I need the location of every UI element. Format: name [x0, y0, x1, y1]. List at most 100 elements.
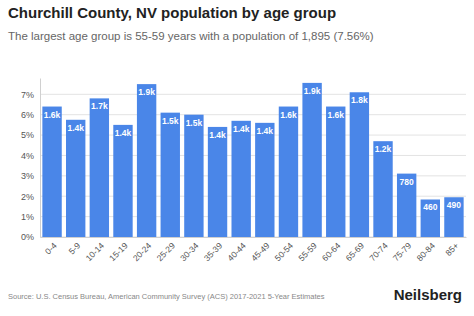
y-tick-label: 4%: [21, 151, 34, 161]
y-axis: 0% 1% 2% 3% 4% 5% 6% 7%: [21, 79, 41, 243]
grid: [40, 94, 466, 237]
x-tick: 50-54: [273, 237, 296, 263]
y-tick-label: 0%: [21, 232, 34, 242]
data-label: 1.5k: [162, 116, 179, 126]
bar: [66, 120, 85, 237]
x-tick-label: 30-34: [178, 240, 201, 263]
x-tick-label: 45-49: [249, 240, 272, 263]
y-axis-line: [40, 79, 41, 238]
x-tick: 35-39: [202, 237, 225, 263]
y-tick: 4%: [21, 151, 40, 161]
x-tick-label: 20-24: [131, 240, 154, 263]
bar: [184, 115, 203, 237]
x-tick: 55-59: [296, 237, 319, 263]
y-tick: 0%: [21, 232, 40, 242]
bar: [279, 107, 298, 237]
y-tick-label: 1%: [21, 212, 34, 222]
y-tick-label: 3%: [21, 171, 34, 181]
x-tick: 85+: [443, 237, 460, 258]
x-tick-label: 80-84: [415, 240, 438, 263]
y-tick-label: 5%: [21, 130, 34, 140]
bar: [90, 98, 109, 237]
data-label: 1.4k: [115, 128, 132, 138]
chart: Churchill County, NV population by age g…: [0, 0, 474, 316]
y-tick: 3%: [21, 171, 40, 181]
data-label: 1.9k: [138, 87, 155, 97]
x-tick-label: 10-14: [84, 240, 107, 263]
x-axis-line: [41, 237, 467, 238]
x-tick: 75-79: [391, 237, 414, 263]
data-label: 1.6k: [44, 110, 61, 120]
data-label: 1.6k: [327, 110, 344, 120]
data-label: 1.4k: [257, 126, 274, 136]
bar: [231, 121, 250, 237]
x-tick-label: 75-79: [391, 240, 414, 263]
data-label: 1.7k: [91, 101, 108, 111]
plot: 0% 1% 2% 3% 4% 5% 6% 7% 1.6k 1.4k 1.7k 1.4k 1.9k 1.5k…: [21, 79, 467, 264]
y-tick-label: 7%: [21, 90, 34, 100]
bar: [444, 197, 463, 237]
bars: [42, 83, 463, 237]
y-tick: 7%: [21, 90, 40, 100]
data-label: 780: [400, 177, 414, 187]
x-tick: 45-49: [249, 237, 272, 263]
y-tick: 2%: [21, 192, 40, 202]
data-label: 490: [447, 200, 461, 210]
bar: [42, 107, 61, 237]
bar: [113, 125, 132, 237]
x-axis: 0-4 5-910-1415-1920-2425-2930-3435-3940-4…: [41, 237, 467, 263]
x-tick-label: 65-69: [344, 240, 367, 263]
y-tick: 6%: [21, 110, 40, 120]
bar: [326, 107, 345, 237]
grid-line: [40, 94, 466, 95]
x-tick: 0-4: [43, 237, 59, 256]
x-tick-label: 0-4: [43, 240, 59, 256]
x-tick: 15-19: [107, 237, 130, 263]
data-label: 1.2k: [375, 144, 392, 154]
x-tick: 60-64: [320, 237, 343, 263]
data-label: 1.6k: [280, 110, 297, 120]
subtitle: The largest age group is 55-59 years wit…: [8, 30, 374, 42]
y-tick: 5%: [21, 130, 40, 140]
data-label: 1.5k: [186, 118, 203, 128]
data-label: 460: [423, 202, 437, 212]
data-label: 1.9k: [304, 86, 321, 96]
bar: [397, 174, 416, 237]
x-tick: 40-44: [225, 237, 248, 263]
x-tick: 65-69: [344, 237, 367, 263]
x-tick: 10-14: [84, 237, 107, 263]
x-tick-label: 50-54: [273, 240, 296, 263]
x-tick-label: 25-29: [154, 240, 177, 263]
x-tick: 80-84: [415, 237, 438, 263]
x-tick-label: 85+: [443, 241, 460, 258]
bar: [373, 141, 392, 237]
source: Source: U.S. Census Bureau, American Com…: [8, 292, 325, 301]
x-tick-label: 35-39: [202, 240, 225, 263]
x-tick: 25-29: [154, 237, 177, 263]
data-label: 1.8k: [351, 95, 368, 105]
bar: [161, 113, 180, 237]
x-tick-label: 40-44: [225, 240, 248, 263]
data-label: 1.4k: [233, 124, 250, 134]
bar: [208, 127, 227, 237]
bar: [421, 199, 440, 237]
y-tick-label: 2%: [21, 192, 34, 202]
x-tick-label: 60-64: [320, 240, 343, 263]
x-tick: 20-24: [131, 237, 154, 263]
data-label: 1.4k: [209, 130, 226, 140]
x-tick-label: 55-59: [296, 240, 319, 263]
bar: [350, 92, 369, 237]
title: Churchill County, NV population by age g…: [8, 4, 336, 21]
bar: [302, 83, 321, 237]
data-label: 1.4k: [67, 123, 84, 133]
bar: [255, 123, 274, 237]
x-tick-label: 70-74: [367, 240, 390, 263]
x-tick: 5-9: [67, 237, 83, 256]
y-tick-label: 6%: [21, 110, 34, 120]
x-tick-label: 5-9: [67, 240, 83, 256]
x-tick: 30-34: [178, 237, 201, 263]
x-tick: 70-74: [367, 237, 390, 263]
data-labels: 1.6k 1.4k 1.7k 1.4k 1.9k 1.5k 1.5k 1.4k 1.4k 1.4k…: [44, 86, 462, 213]
brand: Neilsberg: [394, 286, 462, 303]
bar: [137, 84, 156, 237]
